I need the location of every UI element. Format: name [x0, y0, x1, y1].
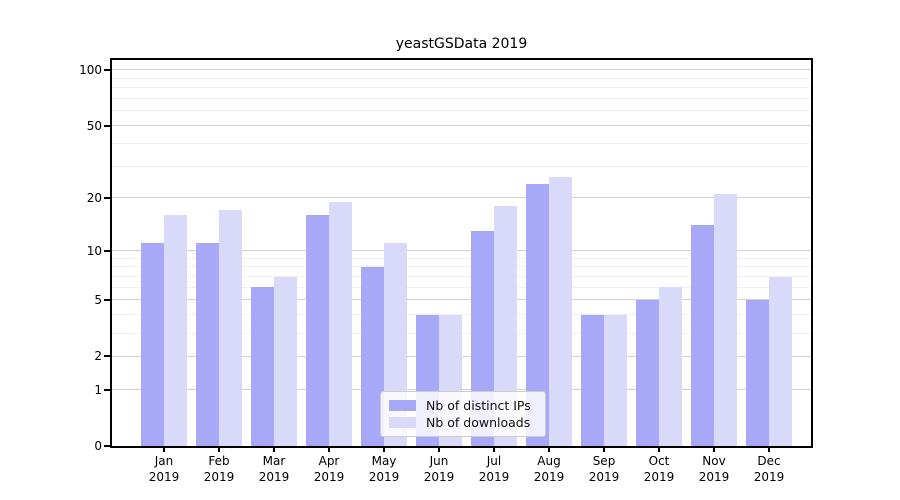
- y-tick-label: 50: [86, 118, 102, 133]
- x-tick-year: 2019: [753, 470, 785, 484]
- bar-downloads-jul: [494, 206, 517, 446]
- x-tick-mark: [548, 446, 550, 452]
- x-tick-year: 2019: [588, 470, 620, 484]
- y-tick-mark: [104, 298, 110, 301]
- x-tick-year: 2019: [368, 470, 400, 484]
- x-tick-label-mar: Mar 2019: [239, 453, 309, 485]
- gridline-major: [112, 299, 811, 301]
- x-tick-mark: [493, 446, 495, 452]
- bar-downloads-dec: [769, 276, 792, 446]
- y-tick-mark: [104, 445, 110, 447]
- x-tick-mark: [218, 446, 220, 452]
- y-tick-mark: [104, 68, 110, 71]
- x-tick-label-sep: Sep 2019: [569, 453, 639, 485]
- bar-distinct-ips-dec: [746, 299, 769, 446]
- bar-downloads-feb: [219, 210, 242, 446]
- y-tick-label: 1: [94, 382, 102, 397]
- y-tick-label: 10: [86, 243, 102, 258]
- gridline-minor: [112, 266, 811, 268]
- x-tick-mark: [438, 446, 440, 452]
- bar-downloads-mar: [274, 276, 297, 446]
- gridline-major: [112, 250, 811, 252]
- x-tick-year: 2019: [643, 470, 675, 484]
- gridline-minor: [112, 87, 811, 89]
- bar-distinct-ips-nov: [691, 225, 714, 446]
- x-tick-mark: [603, 446, 605, 452]
- bar-downloads-aug: [549, 177, 572, 446]
- bar-distinct-ips-sep: [581, 314, 604, 446]
- x-tick-label-oct: Oct 2019: [624, 453, 694, 485]
- y-tick-label: 100: [79, 62, 102, 77]
- bar-distinct-ips-oct: [636, 299, 659, 446]
- x-tick-label-apr: Apr 2019: [294, 453, 364, 485]
- bar-downloads-oct: [659, 287, 682, 446]
- x-tick-label-jun: Jun 2019: [404, 453, 474, 485]
- x-tick-label-jul: Jul 2019: [459, 453, 529, 485]
- x-tick-year: 2019: [313, 470, 345, 484]
- x-tick-year: 2019: [478, 470, 510, 484]
- x-tick-year: 2019: [258, 470, 290, 484]
- x-tick-mark: [658, 446, 660, 452]
- y-tick-mark: [104, 196, 110, 199]
- legend: Nb of distinct IPs Nb of downloads: [380, 391, 546, 437]
- x-tick-label-may: May 2019: [349, 453, 419, 485]
- bar-distinct-ips-mar: [251, 287, 274, 446]
- gridline-major: [112, 197, 811, 199]
- x-tick-label-feb: Feb 2019: [184, 453, 254, 485]
- gridline-minor: [112, 77, 811, 79]
- gridline-minor: [112, 110, 811, 112]
- y-tick-label: 2: [94, 349, 102, 364]
- gridline-minor: [112, 142, 811, 144]
- x-tick-label-nov: Nov 2019: [679, 453, 749, 485]
- y-tick-label: 0: [94, 439, 102, 453]
- x-tick-year: 2019: [423, 470, 455, 484]
- bar-downloads-jan: [164, 215, 187, 446]
- legend-label-downloads: Nb of downloads: [426, 415, 531, 430]
- legend-label-distinct-ips: Nb of distinct IPs: [426, 398, 531, 413]
- bar-distinct-ips-apr: [306, 215, 329, 446]
- x-tick-year: 2019: [533, 470, 565, 484]
- plot-area: [112, 60, 811, 446]
- x-tick-mark: [383, 446, 385, 452]
- bar-distinct-ips-feb: [196, 243, 219, 446]
- x-tick-mark: [328, 446, 330, 452]
- y-tick-mark: [104, 388, 110, 391]
- x-tick-year: 2019: [203, 470, 235, 484]
- bar-distinct-ips-aug: [526, 183, 549, 446]
- gridline-minor: [112, 257, 811, 259]
- bar-distinct-ips-jan: [141, 243, 164, 446]
- x-tick-mark: [713, 446, 715, 452]
- x-tick-year: 2019: [148, 470, 180, 484]
- x-tick-label-jan: Jan 2019: [129, 453, 199, 485]
- bar-distinct-ips-may: [361, 266, 384, 446]
- y-tick-label: 20: [86, 190, 102, 205]
- x-tick-label-dec: Dec 2019: [734, 453, 804, 485]
- x-tick-mark: [163, 446, 165, 452]
- bar-downloads-apr: [329, 201, 352, 446]
- x-tick-mark: [273, 446, 275, 452]
- chart-title: yeastGSData 2019: [395, 36, 528, 52]
- legend-item-downloads: Nb of downloads: [389, 414, 537, 431]
- gridline-major: [112, 125, 811, 127]
- y-tick-mark: [104, 355, 110, 358]
- legend-swatch-distinct-ips: [389, 400, 416, 411]
- gridline-minor: [112, 98, 811, 100]
- legend-item-distinct-ips: Nb of distinct IPs: [389, 397, 537, 414]
- bar-downloads-sep: [604, 314, 627, 446]
- legend-swatch-downloads: [389, 417, 416, 428]
- y-tick-label: 5: [94, 292, 102, 307]
- x-tick-year: 2019: [698, 470, 730, 484]
- x-tick-label-aug: Aug 2019: [514, 453, 584, 485]
- y-tick-mark: [104, 124, 110, 127]
- y-tick-mark: [104, 249, 110, 252]
- x-tick-mark: [768, 446, 770, 452]
- gridline-major: [112, 69, 811, 71]
- bar-downloads-nov: [714, 194, 737, 446]
- gridline-minor: [112, 276, 811, 278]
- gridline-minor: [112, 165, 811, 167]
- gridline-minor: [112, 286, 811, 288]
